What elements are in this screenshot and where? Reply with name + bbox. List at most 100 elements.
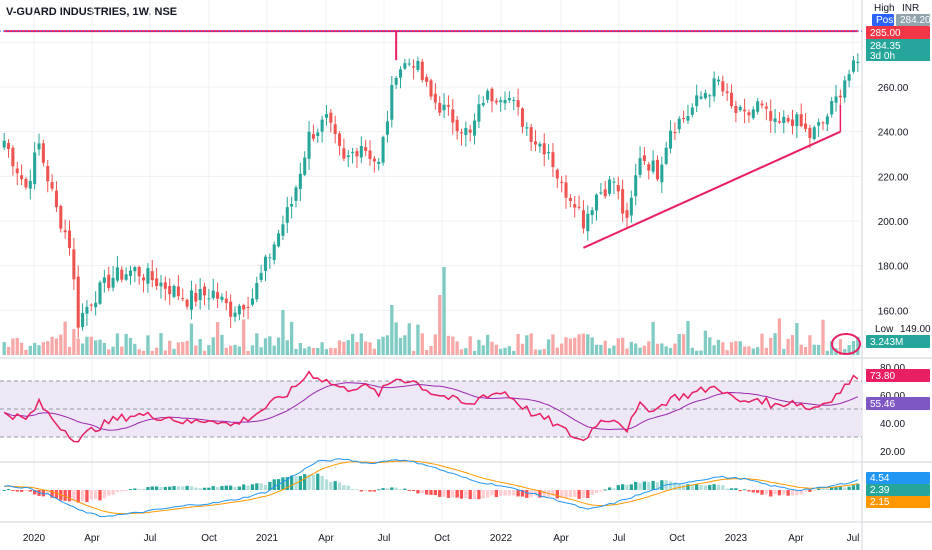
volume-bar — [568, 338, 573, 355]
macd-histogram-bar — [607, 487, 612, 490]
volume-bar — [856, 337, 860, 355]
candle — [782, 116, 786, 124]
volume-bar — [773, 333, 777, 355]
low-label: Low — [875, 324, 894, 335]
volume-bar — [612, 345, 616, 355]
volume-bar — [651, 321, 655, 355]
volume-bar — [546, 339, 551, 355]
macd-histogram-bar — [85, 490, 89, 503]
post-value-tag-text: 284.20 — [900, 15, 931, 26]
candle — [673, 132, 677, 134]
macd-histogram-bar — [128, 489, 133, 491]
volume-bar — [59, 334, 63, 355]
volume-bar — [760, 333, 764, 355]
rsi-y-tick-label: 40.00 — [880, 419, 905, 430]
candle — [429, 80, 433, 97]
volume-bar — [93, 340, 98, 355]
candle — [216, 292, 220, 299]
volume-bar — [603, 340, 607, 355]
volume-bar — [503, 347, 507, 355]
volume-bar — [512, 350, 516, 355]
macd-histogram-bar — [481, 490, 485, 499]
macd-histogram-bar — [76, 490, 80, 503]
candle — [738, 106, 742, 111]
volume-bar — [468, 336, 472, 355]
macd-histogram-bar — [6, 488, 11, 490]
candle — [172, 285, 176, 297]
candle — [804, 123, 808, 129]
candle — [346, 155, 350, 158]
macd-histogram-bar — [63, 490, 67, 501]
candle — [486, 90, 490, 100]
x-tick-label: Jul — [378, 533, 391, 544]
candle — [272, 244, 276, 260]
macd-histogram-bar — [494, 490, 498, 498]
macd-histogram-bar — [812, 490, 816, 491]
candle — [425, 77, 429, 83]
macd-histogram-bar — [11, 490, 15, 491]
macd-histogram-bar — [433, 490, 438, 496]
volume-bar — [407, 323, 411, 355]
candle — [277, 233, 281, 247]
post-label: Post — [872, 14, 896, 26]
volume-bar — [102, 342, 107, 355]
candle — [577, 206, 581, 208]
volume-bar — [355, 341, 359, 355]
candle — [481, 102, 485, 106]
candle — [316, 132, 320, 136]
macd-histogram-bar — [681, 484, 686, 490]
macd-histogram-bar — [838, 485, 843, 490]
macd-histogram-bar — [634, 481, 638, 490]
macd-histogram-bar — [542, 490, 546, 498]
hist-value-tag-text: 2.39 — [870, 485, 890, 496]
candle — [137, 266, 141, 277]
candle — [94, 302, 98, 308]
candle — [847, 74, 851, 81]
y-tick-label: 160.00 — [878, 306, 909, 317]
candle — [433, 93, 437, 103]
volume-bar — [246, 350, 250, 355]
candle — [612, 181, 616, 183]
candle — [128, 270, 133, 276]
candle — [503, 100, 507, 104]
candle — [111, 277, 115, 288]
candle — [830, 101, 834, 115]
macd-histogram-bar — [198, 488, 202, 490]
candle — [534, 141, 538, 145]
candle — [294, 187, 298, 201]
volume-bar — [390, 305, 394, 355]
trendline — [583, 130, 841, 249]
macd-histogram-bar — [468, 490, 472, 500]
candle — [2, 140, 6, 148]
candle — [229, 301, 233, 317]
candle — [464, 127, 468, 136]
candle — [163, 282, 167, 289]
macd-histogram-bar — [303, 474, 307, 490]
volume-bar — [281, 310, 285, 355]
candle — [799, 114, 803, 127]
volume-bar — [708, 337, 712, 355]
macd-histogram-bar — [159, 487, 163, 490]
macd-histogram-bar — [416, 490, 420, 494]
macd-histogram-bar — [237, 486, 242, 490]
volume-bar — [560, 343, 564, 355]
candle — [185, 299, 189, 307]
volume-bar — [734, 341, 738, 355]
candle — [24, 178, 28, 188]
volume-bar — [141, 350, 146, 355]
candle — [777, 121, 781, 123]
candle — [320, 119, 324, 132]
candle — [438, 102, 442, 113]
macd-histogram-bar — [764, 490, 769, 495]
volume-bar — [843, 349, 847, 355]
candle — [211, 290, 215, 299]
low-value: 149.00 — [900, 324, 931, 335]
volume-bar — [276, 337, 281, 355]
macd-histogram-bar — [67, 490, 72, 502]
volume-bar — [133, 343, 137, 355]
macd-histogram-bar — [281, 477, 285, 490]
rsi-value-tag-bg — [866, 369, 930, 382]
candle — [786, 118, 790, 122]
volume-bar — [307, 346, 311, 355]
